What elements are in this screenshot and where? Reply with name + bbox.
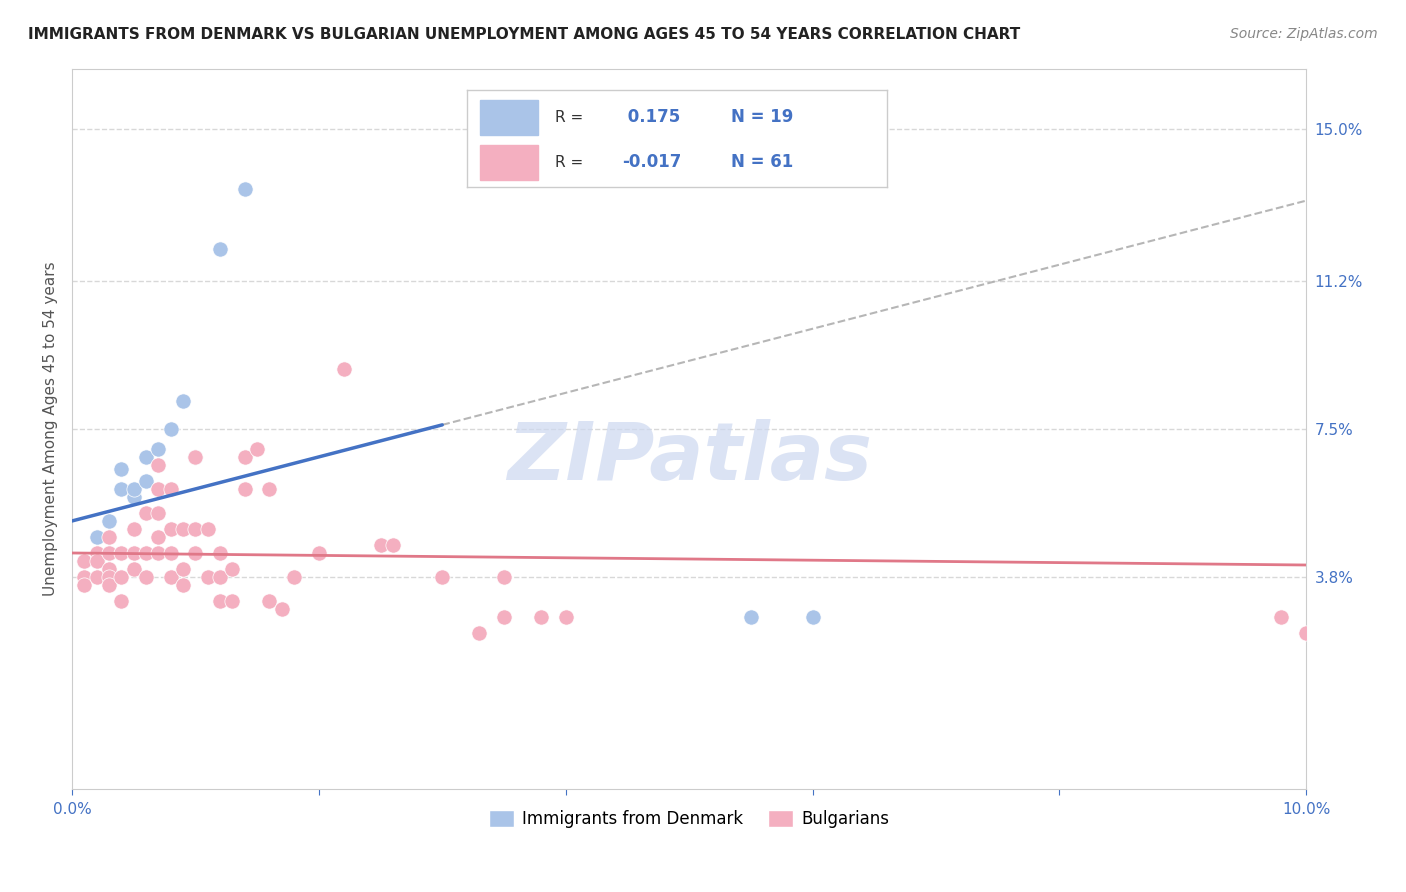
Point: [135, 506, 157, 520]
Point: [492, 610, 515, 624]
Point: [209, 546, 232, 560]
Point: [172, 562, 194, 576]
Point: [259, 594, 281, 608]
Point: [110, 546, 132, 560]
Point: [801, 610, 824, 624]
Point: [148, 442, 170, 456]
Point: [233, 450, 256, 464]
Point: [270, 602, 292, 616]
Point: [172, 522, 194, 536]
Point: [122, 546, 145, 560]
Point: [148, 546, 170, 560]
Point: [110, 462, 132, 476]
Point: [184, 546, 207, 560]
Point: [110, 594, 132, 608]
Point: [86, 554, 108, 568]
Point: [73, 554, 96, 568]
Point: [98, 530, 121, 544]
Point: [122, 482, 145, 496]
Point: [468, 626, 491, 640]
Point: [110, 570, 132, 584]
Point: [110, 482, 132, 496]
Y-axis label: Unemployment Among Ages 45 to 54 years: Unemployment Among Ages 45 to 54 years: [44, 261, 58, 596]
Point: [1295, 626, 1317, 640]
Point: [233, 482, 256, 496]
Point: [122, 522, 145, 536]
Point: [259, 482, 281, 496]
Point: [98, 562, 121, 576]
Point: [98, 546, 121, 560]
Point: [98, 546, 121, 560]
Point: [381, 538, 404, 552]
Point: [530, 610, 553, 624]
Point: [332, 361, 354, 376]
Point: [148, 482, 170, 496]
Point: [184, 522, 207, 536]
Point: [172, 393, 194, 408]
Point: [233, 181, 256, 195]
Point: [73, 578, 96, 592]
Point: [370, 538, 392, 552]
Point: [148, 530, 170, 544]
Point: [148, 458, 170, 472]
Point: [86, 554, 108, 568]
Text: IMMIGRANTS FROM DENMARK VS BULGARIAN UNEMPLOYMENT AMONG AGES 45 TO 54 YEARS CORR: IMMIGRANTS FROM DENMARK VS BULGARIAN UNE…: [28, 27, 1021, 42]
Point: [283, 570, 305, 584]
Point: [98, 514, 121, 528]
Point: [135, 570, 157, 584]
Point: [148, 506, 170, 520]
Point: [159, 482, 181, 496]
Point: [197, 522, 219, 536]
Point: [122, 562, 145, 576]
Point: [159, 570, 181, 584]
Point: [159, 422, 181, 436]
Point: [135, 546, 157, 560]
Point: [184, 450, 207, 464]
Point: [159, 546, 181, 560]
Point: [86, 530, 108, 544]
Point: [209, 594, 232, 608]
Point: [209, 242, 232, 256]
Point: [221, 562, 243, 576]
Point: [184, 450, 207, 464]
Point: [135, 450, 157, 464]
Point: [1270, 610, 1292, 624]
Point: [73, 570, 96, 584]
Text: ZIPatlas: ZIPatlas: [506, 418, 872, 497]
Point: [209, 570, 232, 584]
Point: [246, 442, 269, 456]
Point: [308, 546, 330, 560]
Point: [73, 554, 96, 568]
Point: [135, 474, 157, 488]
Point: [159, 522, 181, 536]
Point: [197, 570, 219, 584]
Point: [122, 490, 145, 504]
Point: [86, 570, 108, 584]
Point: [492, 570, 515, 584]
Point: [86, 546, 108, 560]
Point: [554, 610, 576, 624]
Legend: Immigrants from Denmark, Bulgarians: Immigrants from Denmark, Bulgarians: [482, 804, 896, 835]
Point: [740, 610, 762, 624]
Point: [98, 570, 121, 584]
Point: [221, 594, 243, 608]
Point: [432, 570, 454, 584]
Point: [172, 578, 194, 592]
Text: Source: ZipAtlas.com: Source: ZipAtlas.com: [1230, 27, 1378, 41]
Point: [98, 578, 121, 592]
